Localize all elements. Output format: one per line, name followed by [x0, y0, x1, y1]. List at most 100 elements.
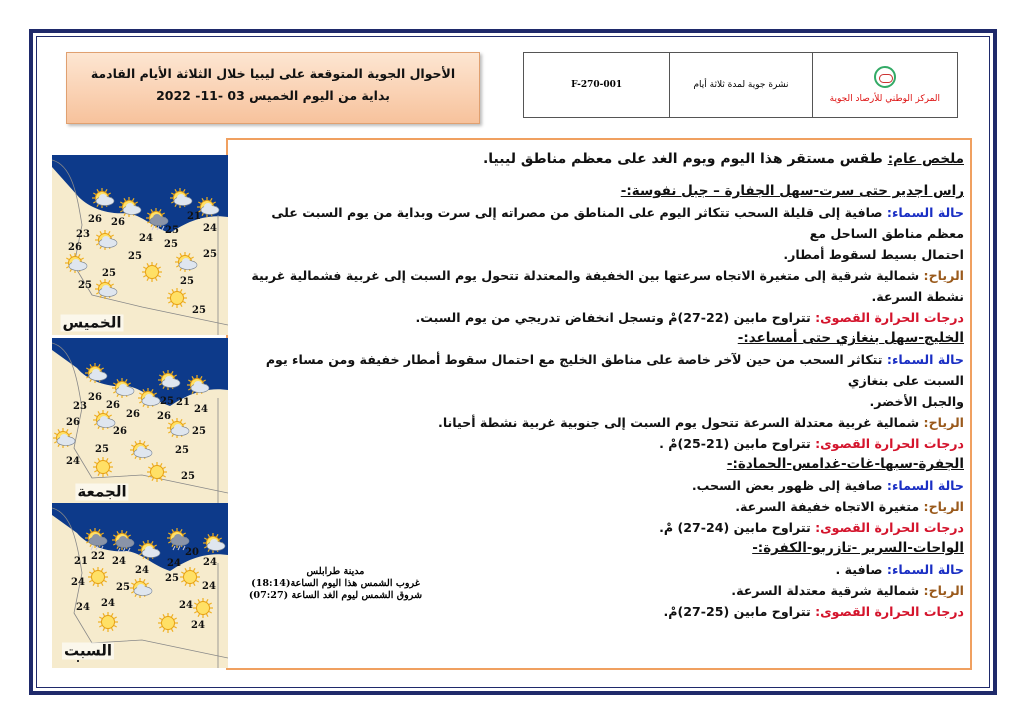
sky-text: صافية إلى ظهور بعض السحب.: [691, 478, 887, 493]
sky-label: حالة السماء:: [886, 352, 964, 367]
sky-text: صافية إلى قليلة السحب تتكاثر اليوم على ا…: [271, 205, 964, 241]
temperature-label: 24: [167, 558, 181, 569]
region-temp: درجات الحرارة القصوى: تتراوح مابين (21-2…: [236, 433, 964, 454]
region-heading: الخليج-سهل بنغازي حتى أمساعد:-: [737, 330, 964, 346]
temperature-label: 25: [203, 249, 217, 260]
storm-icon: [167, 528, 190, 551]
temperature-label: 24: [203, 557, 217, 568]
map-graphic: [52, 503, 228, 668]
region-wind: الرياح: شمالية شرقية إلى متغيرة الاتجاه …: [236, 265, 964, 307]
sunny-icon: [142, 262, 162, 282]
region-sky: حالة السماء: صافية إلى ظهور بعض السحب.: [236, 475, 964, 496]
wind-text: متغيرة الاتجاه خفيفة السرعة.: [735, 499, 924, 514]
temperature-label: 24: [112, 556, 126, 567]
sunny-icon: [180, 567, 200, 587]
temperature-label: 26: [68, 242, 82, 253]
temperature-label: 25: [160, 396, 174, 407]
partly-cloudy-icon: [138, 388, 161, 408]
sky-text: صافية .: [835, 562, 887, 577]
sunny-icon: [93, 457, 113, 477]
sea: [52, 155, 228, 233]
city-name: مدينة طرابلس: [306, 566, 365, 577]
region-heading: الجفرة-سبها-غات-غدامس-الحمادة:-: [726, 456, 964, 472]
temperature-label: 25: [116, 582, 130, 593]
partly-cloudy-icon: [85, 363, 108, 383]
temperature-label: 25: [165, 573, 179, 584]
partly-cloudy-icon: [119, 197, 142, 217]
sunny-icon: [98, 612, 118, 632]
temperature-label: 24: [66, 456, 80, 467]
region-heading: الواحات-السرير -تازربو-الكفرة:-: [752, 540, 964, 556]
temperature-label: 22: [91, 551, 105, 562]
temperature-label: 26: [66, 417, 80, 428]
border-line: [52, 342, 228, 494]
bulletin-name-cell: نشرة جوية لمدة ثلاثة أيام: [669, 53, 811, 117]
partly-cloudy-icon: [197, 197, 220, 217]
org-cell: المركز الوطني للأرصاد الجوية: [811, 53, 957, 117]
storm-icon: [85, 528, 108, 551]
ncm-logo-icon: [873, 66, 896, 88]
wind-text: شمالية شرقية معتدلة السرعة.: [731, 583, 924, 598]
title-line-2: بداية من اليوم الخميس 03 -11- 2022: [156, 88, 390, 103]
temperature-label: 25: [175, 445, 189, 456]
temperature-label: 25: [95, 444, 109, 455]
temperature-label: 26: [157, 411, 171, 422]
regions: راس اجدير حتى سرت-سهل الجفارة – جبل نفوس…: [236, 181, 964, 622]
sunny-icon: [88, 567, 108, 587]
sunny-icon: [167, 288, 187, 308]
temperature-label: 25: [192, 305, 206, 316]
form-code: F-270-001: [571, 80, 623, 90]
partly-cloudy-icon: [92, 188, 115, 208]
partly-cloudy-icon: [175, 252, 198, 272]
temperature-label: 24: [194, 404, 208, 415]
sky-label: حالة السماء:: [886, 478, 964, 493]
summary-text: طقس مستقر هذا اليوم ويوم الغد على معظم م…: [482, 151, 888, 167]
mark: [77, 660, 79, 662]
page-frame: [29, 29, 997, 695]
sun-times: مدينة طرابلس غروب الشمس هذا اليوم الساعة…: [238, 566, 433, 602]
summary-label: ملخص عام:: [887, 151, 964, 167]
partly-cloudy-icon: [93, 410, 116, 430]
wind-text: شمالية غربية معتدلة السرعة تتحول يوم الس…: [438, 415, 924, 430]
forecast-text: ملخص عام: طقس مستقر هذا اليوم ويوم الغد …: [236, 147, 964, 622]
region-temp: درجات الحرارة القصوى: تتراوح مابين (24-2…: [236, 517, 964, 538]
partly-cloudy-icon: [95, 230, 118, 250]
region-wind: الرياح: شمالية شرقية معتدلة السرعة.: [236, 580, 964, 601]
temperature-label: 25: [180, 276, 194, 287]
temperature-label: 26: [106, 400, 120, 411]
sky-label: حالة السماء:: [886, 205, 964, 220]
sky-text: تتكاثر السحب من حين لآخر خاصة على مناطق …: [265, 352, 964, 388]
map-day-label: الجمعة: [75, 482, 129, 501]
temperature-label: 26: [88, 392, 102, 403]
temperature-label: 25: [128, 251, 142, 262]
temperature-label: 21: [74, 556, 88, 567]
temp-text: تتراوح مابين (22-27)مْ وتسجل انخفاض تدري…: [415, 310, 816, 325]
wind-label: الرياح:: [923, 499, 964, 514]
border-line: [52, 159, 228, 326]
temp-label: درجات الحرارة القصوى:: [815, 604, 964, 619]
header-table: المركز الوطني للأرصاد الجوية نشرة جوية ل…: [523, 52, 958, 118]
form-code-cell: F-270-001: [524, 53, 669, 117]
storm-icon: [112, 530, 135, 553]
region-wind: الرياح: متغيرة الاتجاه خفيفة السرعة.: [236, 496, 964, 517]
page-frame-inner: [36, 36, 990, 688]
sea: [52, 338, 228, 406]
region-sky: حالة السماء: صافية .: [236, 559, 964, 580]
temperature-label: 25: [78, 280, 92, 291]
temp-label: درجات الحرارة القصوى:: [815, 436, 964, 451]
temperature-label: 21: [187, 211, 201, 222]
partly-cloudy-icon: [65, 253, 88, 273]
sunny-icon: [193, 598, 213, 618]
title-line-1: الأحوال الجوية المتوقعة على ليبيا خلال ا…: [90, 66, 456, 81]
temperature-label: 25: [192, 426, 206, 437]
bulletin-name: نشرة جوية لمدة ثلاثة أيام: [693, 80, 789, 90]
org-name: المركز الوطني للأرصاد الجوية: [829, 94, 941, 104]
temperature-label: 26: [111, 217, 125, 228]
region-heading: راس اجدير حتى سرت-سهل الجفارة – جبل نفوس…: [620, 183, 964, 199]
partly-cloudy-icon: [158, 370, 181, 390]
forecast-map-3: 21 22 24 24 24 24 20 24 25 24 25 24 24 24 24 السبت: [52, 503, 228, 668]
temperature-label: 25: [165, 225, 179, 236]
wind-label: الرياح:: [923, 268, 964, 283]
wind-label: الرياح:: [923, 583, 964, 598]
region-sky: حالة السماء: صافية إلى قليلة السحب تتكاث…: [236, 202, 964, 244]
